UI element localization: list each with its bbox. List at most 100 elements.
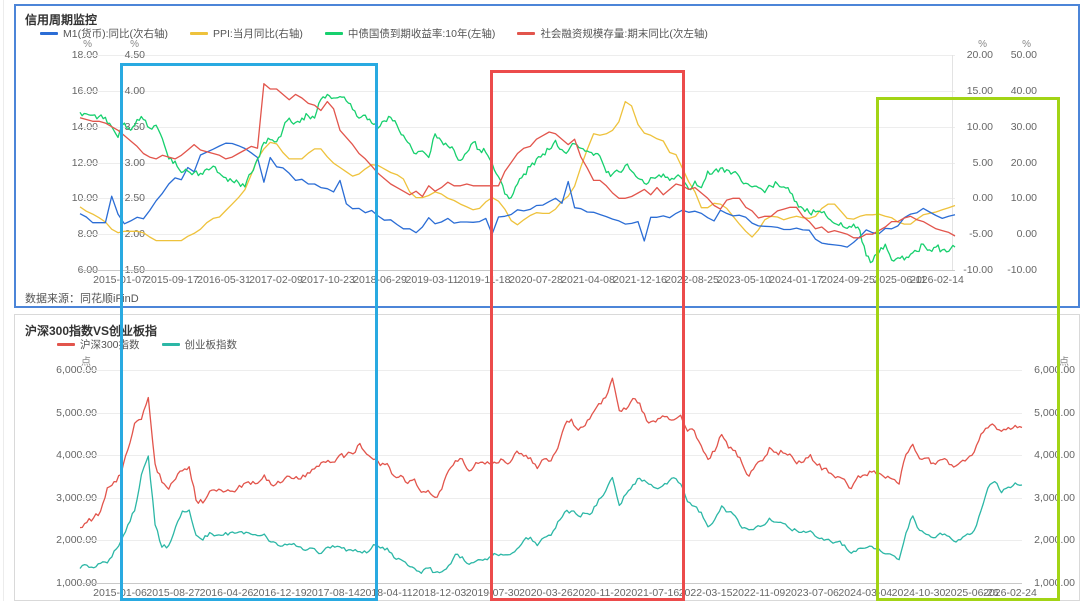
x-tick-label: 2017-08-14 <box>306 587 360 599</box>
gridline <box>80 370 1022 371</box>
axis-unit-label: % <box>978 39 987 50</box>
axis-unit-label: 点 <box>81 357 91 368</box>
y-tick-label: 4.00 <box>124 84 145 97</box>
gridline <box>80 126 955 128</box>
y-tick-label: -10.00 <box>1007 264 1037 276</box>
x-tick-label: 2015-01-06 <box>93 587 147 599</box>
x-tick-label: 2022-08-25 <box>665 274 719 286</box>
x-tick-label: 2019-07-30 <box>465 587 520 599</box>
x-tick-label: 2024-10-30 <box>891 587 946 599</box>
x-tick-label: 2019-03-11 <box>405 274 459 286</box>
x-axis-line <box>80 583 1022 584</box>
y-tick-label: 6,000.00 <box>56 364 97 376</box>
credit-cycle-panel[interactable] <box>14 4 1080 308</box>
x-tick-label: 2023-05-10 <box>717 274 771 286</box>
bottom-legend-item-1[interactable]: 创业板指数 <box>161 337 238 352</box>
x-tick-label: 2018-06-29 <box>353 274 407 286</box>
x-tick-label: 2021-12-16 <box>613 274 667 286</box>
x-tick-label: 2022-03-15 <box>678 587 733 599</box>
y-tick-label: 5,000.00 <box>1034 406 1075 419</box>
x-tick-label: 2015-01-07 <box>93 274 147 286</box>
top-legend-item-3[interactable]: 社会融资规模存量:期末同比(次左轴) <box>517 26 708 41</box>
x-tick-label: 2020-03-26 <box>519 587 573 599</box>
y-tick-label: 1,000.00 <box>56 577 97 589</box>
x-tick-label: 2022-11-09 <box>732 587 786 599</box>
x-tick-label: 2021-04-08 <box>561 274 615 286</box>
y-tick-label: 3.00 <box>124 156 145 169</box>
y-tick-label: 10.00 <box>1010 192 1037 205</box>
legend-line-icon <box>324 32 343 35</box>
y-axis-line <box>952 55 953 270</box>
x-tick-label: 2016-04-26 <box>199 587 254 599</box>
x-tick-label: 2024-09-25 <box>821 274 875 286</box>
x-tick-label: 2023-07-06 <box>785 587 839 599</box>
x-tick-label: 2025-06-26 <box>944 587 999 599</box>
x-tick-label: 2025-06-11 <box>873 274 927 286</box>
x-tick-label: 2026-02-14 <box>910 274 964 286</box>
axis-unit-label: % <box>130 39 139 50</box>
gridline <box>80 90 955 92</box>
y-tick-label: 6,000.00 <box>1034 364 1075 376</box>
y-tick-label: 0.00 <box>972 192 993 205</box>
x-tick-label: 2017-02-09 <box>249 274 303 286</box>
gridline <box>80 55 955 56</box>
legend-line-icon <box>57 343 75 346</box>
y-tick-label: 4,000.00 <box>1034 449 1075 462</box>
x-tick-label: 2016-05-31 <box>197 274 251 286</box>
legend-line-icon <box>40 32 58 35</box>
x-tick-label: 2026-02-24 <box>983 587 1037 599</box>
top-legend-item-1[interactable]: PPI:当月同比(右轴) <box>190 26 303 41</box>
index-compare-panel[interactable] <box>14 314 1080 601</box>
gridline <box>80 455 1022 457</box>
y-tick-label: 10.00 <box>966 120 993 133</box>
y-tick-label: 3,000.00 <box>1034 491 1075 504</box>
bottom-legend-item-0[interactable]: 沪深300指数 <box>57 337 140 352</box>
gridline <box>80 497 1022 499</box>
x-tick-label: 2024-03-04 <box>838 587 893 599</box>
gridline <box>80 234 955 236</box>
y-tick-label: -10.00 <box>963 264 993 276</box>
y-tick-label: 15.00 <box>966 84 993 97</box>
x-tick-label: 2024-01-17 <box>769 274 823 286</box>
x-tick-label: 2018-04-11 <box>359 587 413 599</box>
y-tick-label: 2,000.00 <box>1034 534 1075 547</box>
legend-label: M1(货币):同比(次右轴) <box>63 28 168 40</box>
y-tick-label: 20.00 <box>1010 156 1037 169</box>
y-tick-label: 0.00 <box>1016 228 1037 241</box>
x-tick-label: 2015-09-17 <box>145 274 199 286</box>
data-source-label: 数据来源：同花顺iFinD <box>25 293 139 305</box>
axis-unit-label: % <box>1022 39 1031 50</box>
page-edge-line <box>3 0 4 601</box>
x-tick-label: 2020-11-20 <box>572 587 626 599</box>
top-legend-item-0[interactable]: M1(货币):同比(次右轴) <box>40 26 168 41</box>
y-tick-label: 40.00 <box>1010 84 1037 97</box>
y-tick-label: 5.00 <box>972 156 993 169</box>
top-chart-legend: M1(货币):同比(次右轴) PPI:当月同比(右轴) 中债国债到期收益率:10年(… <box>40 26 708 41</box>
gridline <box>80 162 955 164</box>
axis-unit-label: 点 <box>1059 357 1069 368</box>
x-tick-label: 2016-12-19 <box>252 587 307 599</box>
x-tick-label: 2019-11-18 <box>457 274 511 286</box>
x-tick-label: 2015-08-27 <box>146 587 201 599</box>
legend-line-icon <box>161 343 180 346</box>
y-tick-label: 1,000.00 <box>1034 577 1075 589</box>
y-tick-label: 30.00 <box>1010 120 1037 133</box>
y-tick-label: 2.00 <box>124 228 145 241</box>
y-tick-label: 2.50 <box>124 192 145 205</box>
y-tick-label: 20.00 <box>966 49 993 61</box>
legend-label: 社会融资规模存量:期末同比(次左轴) <box>540 28 708 40</box>
x-tick-label: 2018-12-03 <box>412 587 467 599</box>
gridline <box>80 540 1022 542</box>
x-tick-label: 2021-07-16 <box>625 587 680 599</box>
axis-unit-label: % <box>83 39 92 50</box>
gridline <box>80 412 1022 414</box>
x-axis-line <box>80 270 955 271</box>
y-tick-label: -5.00 <box>969 228 993 241</box>
legend-label: 创业板指数 <box>184 339 238 351</box>
top-legend-item-2[interactable]: 中债国债到期收益率:10年(左轴) <box>324 26 495 41</box>
x-tick-label: 2017-10-23 <box>301 274 355 286</box>
y-tick-label: 4.50 <box>124 49 145 61</box>
x-tick-label: 2020-07-28 <box>509 274 563 286</box>
legend-label: 沪深300指数 <box>80 339 140 351</box>
